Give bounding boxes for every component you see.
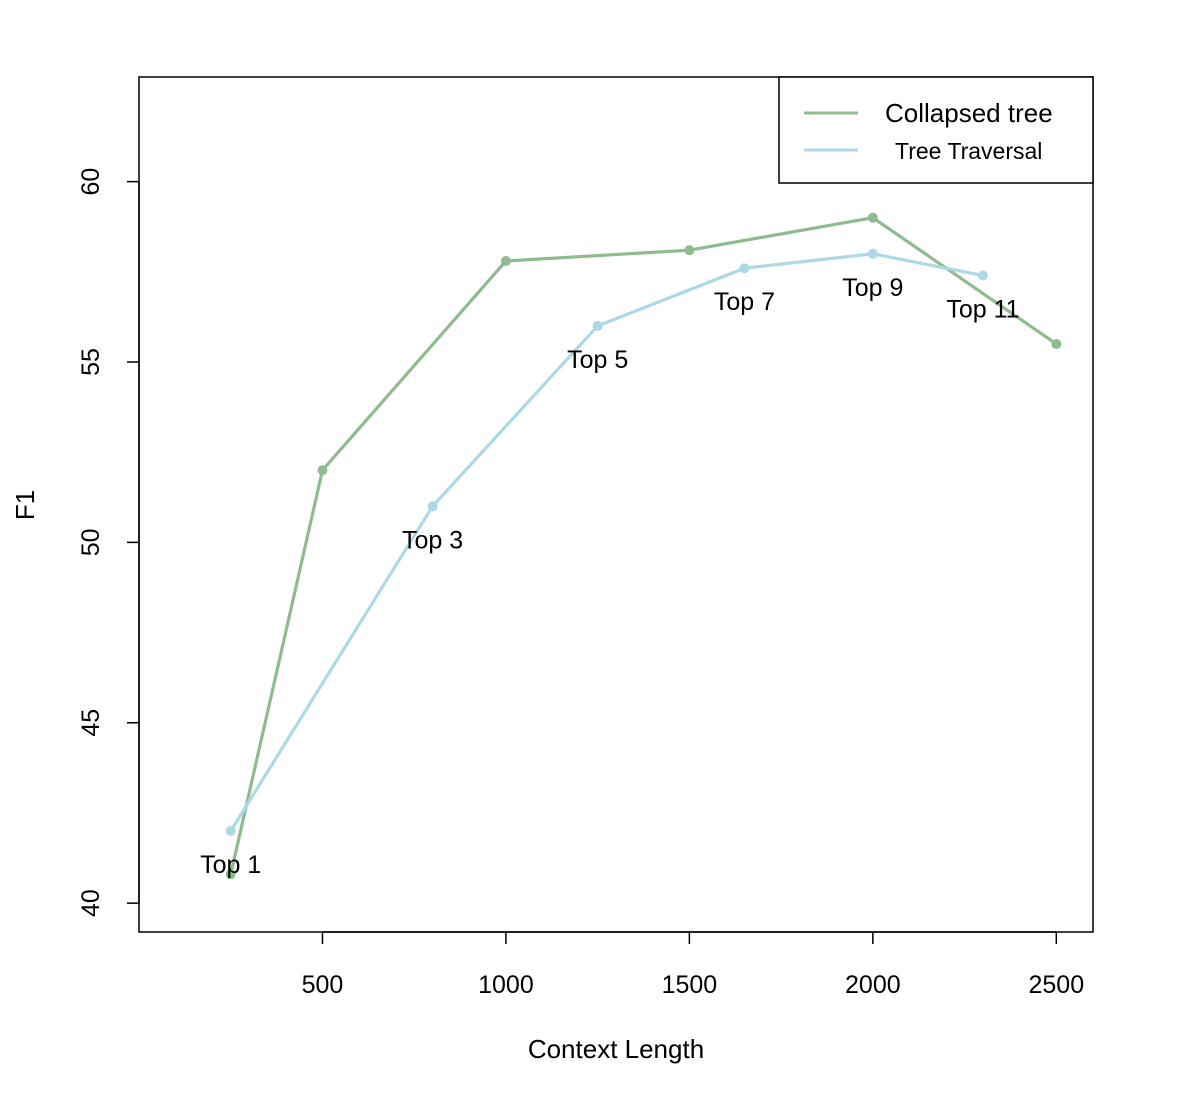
data-point-collapsed-tree (500, 255, 511, 266)
data-point-tree-traversal (739, 263, 750, 274)
data-point-tree-traversal (867, 248, 878, 259)
point-label: Top 9 (842, 274, 903, 302)
series-line-tree-traversal (229, 252, 985, 833)
point-label: Top 11 (946, 295, 1019, 323)
data-point-tree-traversal (592, 320, 603, 331)
point-label: Top 5 (567, 346, 628, 374)
data-point-tree-traversal (225, 825, 236, 836)
point-label: Top 1 (200, 851, 261, 879)
axes: 500 1000 1500 2000 2500 40 45 50 55 60 (77, 76, 1094, 999)
legend-label-tree-traversal: Tree Traversal (895, 138, 1042, 164)
legend-label-collapsed-tree: Collapsed tree (885, 98, 1053, 128)
data-point-tree-traversal (977, 270, 988, 281)
x-axis-title: Context Length (528, 1034, 704, 1064)
series-layer (225, 212, 1062, 880)
y-axis-title: F1 (10, 490, 40, 520)
data-point-collapsed-tree (1051, 338, 1062, 349)
x-tick-label: 500 (302, 971, 344, 999)
x-tick-label: 2000 (845, 971, 901, 999)
y-tick-label: 45 (77, 709, 105, 737)
data-point-collapsed-tree (684, 245, 695, 256)
y-tick-label: 40 (77, 889, 105, 917)
point-label: Top 7 (714, 288, 775, 316)
legend: Collapsed tree Tree Traversal (778, 76, 1094, 184)
plot-frame (138, 76, 1094, 933)
x-tick-label: 1500 (662, 971, 718, 999)
y-tick-label: 50 (77, 528, 105, 556)
series-line-collapsed-tree (229, 216, 1058, 876)
point-labels: Top 1 Top 3 Top 5 Top 7 Top 9 Top 11 (200, 274, 1019, 879)
y-tick-label: 60 (77, 168, 105, 196)
x-tick-label: 1000 (478, 971, 534, 999)
data-point-collapsed-tree (867, 212, 878, 223)
data-point-tree-traversal (427, 501, 438, 512)
data-point-collapsed-tree (317, 465, 328, 476)
legend-box (778, 76, 1094, 184)
y-tick-label: 55 (77, 348, 105, 376)
data-point-collapsed-tree (225, 869, 236, 880)
point-label: Top 3 (402, 526, 463, 554)
x-tick-label: 2500 (1028, 971, 1084, 999)
